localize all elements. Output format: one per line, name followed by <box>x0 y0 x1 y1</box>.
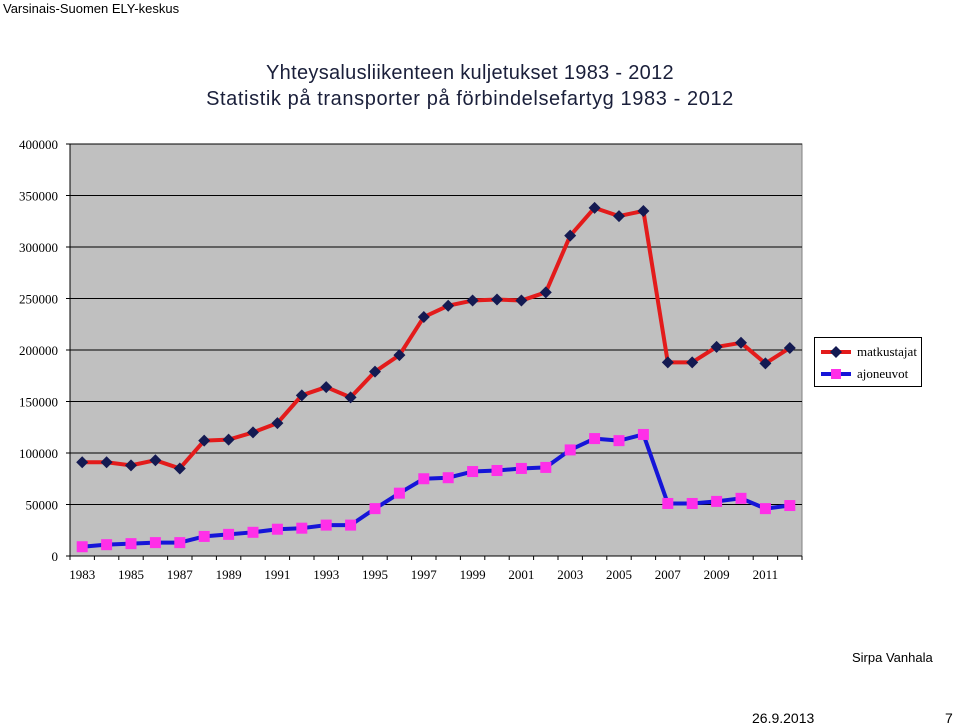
y-tick-label: 50000 <box>26 498 59 513</box>
x-tick-label: 2005 <box>606 567 632 582</box>
data-point-matkustajat <box>613 210 625 223</box>
data-point-ajoneuvot <box>125 538 137 550</box>
x-tick-label: 1987 <box>167 567 194 582</box>
data-point-matkustajat <box>100 456 113 469</box>
data-point-ajoneuvot <box>247 526 259 538</box>
data-point-ajoneuvot <box>369 503 381 515</box>
y-tick-label: 0 <box>52 549 59 564</box>
y-tick-label: 100000 <box>19 446 58 461</box>
chart-subtitle: Statistik på transporter på förbindelsef… <box>206 88 734 110</box>
chart-title: Yhteysalusliikenteen kuljetukset 1983 - … <box>266 62 674 84</box>
data-point-ajoneuvot <box>418 473 430 485</box>
data-point-matkustajat <box>295 389 308 402</box>
organization-name: Varsinais-Suomen ELY-keskus <box>3 1 180 16</box>
data-point-matkustajat <box>564 229 577 242</box>
x-tick-label: 1991 <box>264 567 290 582</box>
y-tick-label: 400000 <box>19 137 58 152</box>
data-point-ajoneuvot <box>320 519 332 531</box>
legend: matkustajat ajoneuvot <box>814 337 922 387</box>
data-point-ajoneuvot <box>296 522 308 534</box>
data-point-matkustajat <box>369 365 381 378</box>
x-tick-label: 1993 <box>313 567 339 582</box>
line-chart: 0 50000 100000 150000 200000 250000 300000 3500… <box>19 137 803 582</box>
data-point-ajoneuvot <box>711 495 723 507</box>
data-point-ajoneuvot <box>149 537 161 549</box>
data-point-ajoneuvot <box>637 428 649 440</box>
x-tick-label: 2011 <box>753 567 779 582</box>
x-tick-label: 1983 <box>69 567 95 582</box>
y-tick-label: 250000 <box>19 292 58 307</box>
author-name: Sirpa Vanhala <box>852 650 933 665</box>
data-point-ajoneuvot <box>564 444 576 456</box>
footer-date: 26.9.2013 <box>752 710 815 726</box>
data-point-matkustajat <box>735 336 747 349</box>
y-tick-label: 200000 <box>19 343 58 358</box>
data-point-ajoneuvot <box>540 461 552 473</box>
data-point-ajoneuvot <box>467 466 479 478</box>
data-point-ajoneuvot <box>198 530 210 542</box>
data-point-ajoneuvot <box>223 528 235 540</box>
data-point-matkustajat <box>173 462 186 475</box>
data-point-matkustajat <box>125 459 137 472</box>
data-point-matkustajat <box>76 456 89 469</box>
page-number: 7 <box>945 710 953 726</box>
data-point-matkustajat <box>247 426 259 439</box>
data-point-ajoneuvot <box>589 433 601 445</box>
legend-swatch-matkustajat <box>821 346 851 358</box>
data-point-matkustajat <box>393 349 406 362</box>
data-point-ajoneuvot <box>662 497 674 509</box>
data-point-matkustajat <box>637 204 650 217</box>
data-point-ajoneuvot <box>442 472 454 484</box>
data-point-matkustajat <box>198 434 211 447</box>
data-point-ajoneuvot <box>345 519 357 531</box>
data-point-ajoneuvot <box>686 497 698 509</box>
data-point-matkustajat <box>344 391 357 404</box>
data-point-matkustajat <box>149 454 162 467</box>
data-point-matkustajat <box>588 201 601 214</box>
data-point-matkustajat <box>783 341 796 354</box>
data-point-matkustajat <box>759 357 772 370</box>
y-tick-label: 350000 <box>19 189 58 204</box>
data-point-ajoneuvot <box>393 487 405 499</box>
data-point-matkustajat <box>710 340 723 353</box>
x-tick-label: 1997 <box>411 567 438 582</box>
data-point-ajoneuvot <box>759 503 771 515</box>
x-tick-label: 2007 <box>655 567 682 582</box>
data-point-ajoneuvot <box>491 465 503 477</box>
data-point-ajoneuvot <box>515 462 527 474</box>
data-point-ajoneuvot <box>271 523 283 535</box>
data-point-ajoneuvot <box>613 435 625 447</box>
y-tick-label: 150000 <box>19 395 58 410</box>
x-tick-label: 2003 <box>557 567 583 582</box>
x-tick-label: 2001 <box>508 567 534 582</box>
x-tick-label: 1995 <box>362 567 388 582</box>
legend-swatch-ajoneuvot <box>821 369 851 379</box>
data-point-ajoneuvot <box>735 492 747 504</box>
data-point-matkustajat <box>442 299 455 312</box>
data-point-ajoneuvot <box>101 539 113 551</box>
x-tick-label: 1989 <box>216 567 242 582</box>
x-tick-label: 2009 <box>704 567 730 582</box>
data-point-matkustajat <box>417 311 430 324</box>
data-point-matkustajat <box>320 381 333 394</box>
x-tick-label: 1985 <box>118 567 144 582</box>
y-tick-label: 300000 <box>19 240 58 255</box>
data-point-ajoneuvot <box>784 500 796 512</box>
data-point-matkustajat <box>661 356 674 369</box>
data-point-matkustajat <box>515 294 528 307</box>
data-point-matkustajat <box>222 433 235 446</box>
legend-label-matkustajat: matkustajat <box>857 344 917 359</box>
data-point-ajoneuvot <box>174 537 186 549</box>
data-point-matkustajat <box>539 286 552 299</box>
data-point-matkustajat <box>466 294 479 307</box>
data-point-matkustajat <box>686 356 699 369</box>
data-point-matkustajat <box>271 417 284 430</box>
x-tick-label: 1999 <box>460 567 486 582</box>
data-point-ajoneuvot <box>76 541 88 553</box>
legend-label-ajoneuvot: ajoneuvot <box>857 366 909 381</box>
data-point-matkustajat <box>491 293 503 306</box>
